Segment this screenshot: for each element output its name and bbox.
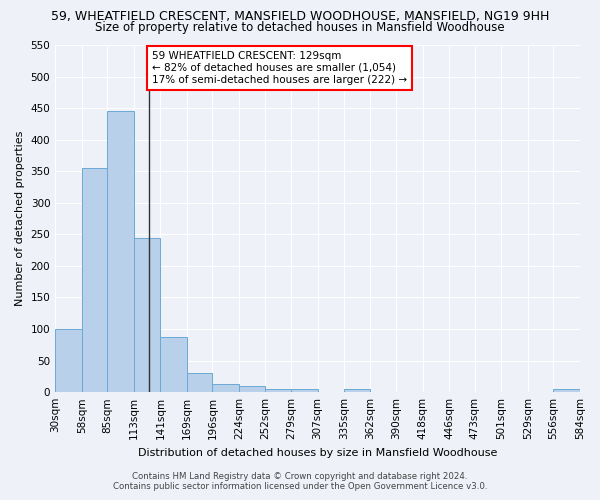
- Bar: [82, 168, 107, 392]
- Bar: [187, 373, 212, 392]
- Bar: [265, 389, 291, 392]
- Text: 59 WHEATFIELD CRESCENT: 129sqm
← 82% of detached houses are smaller (1,054)
17% : 59 WHEATFIELD CRESCENT: 129sqm ← 82% of …: [152, 52, 407, 84]
- Bar: [55, 329, 82, 392]
- Text: 59, WHEATFIELD CRESCENT, MANSFIELD WOODHOUSE, MANSFIELD, NG19 9HH: 59, WHEATFIELD CRESCENT, MANSFIELD WOODH…: [51, 10, 549, 23]
- Bar: [344, 389, 370, 392]
- Text: Contains HM Land Registry data © Crown copyright and database right 2024.
Contai: Contains HM Land Registry data © Crown c…: [113, 472, 487, 491]
- X-axis label: Distribution of detached houses by size in Mansfield Woodhouse: Distribution of detached houses by size …: [138, 448, 497, 458]
- Text: Size of property relative to detached houses in Mansfield Woodhouse: Size of property relative to detached ho…: [95, 21, 505, 34]
- Bar: [107, 112, 134, 392]
- Bar: [291, 389, 317, 392]
- Bar: [212, 384, 239, 392]
- Bar: [239, 386, 265, 392]
- Bar: [134, 238, 160, 392]
- Bar: [160, 336, 187, 392]
- Y-axis label: Number of detached properties: Number of detached properties: [15, 131, 25, 306]
- Bar: [553, 389, 580, 392]
